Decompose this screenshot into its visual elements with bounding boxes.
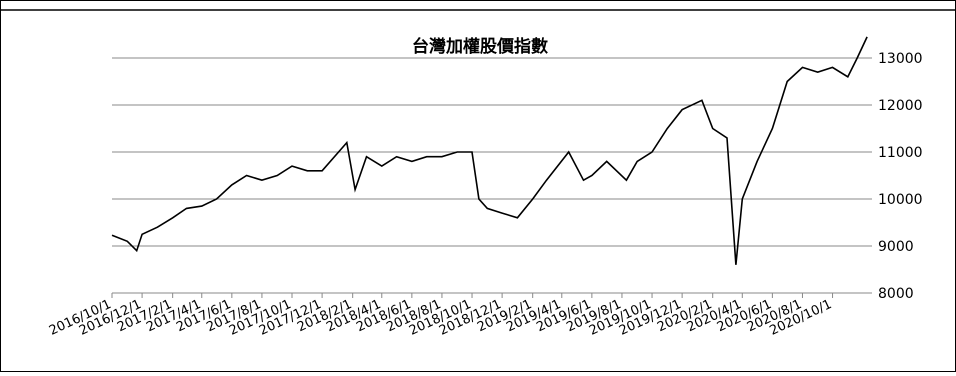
y-tick-label: 9000: [878, 239, 914, 255]
chart-title: 台灣加權股價指數: [412, 36, 548, 57]
series-line: [111, 36, 868, 265]
y-tick-label: 10000: [878, 192, 923, 208]
y-tick-label: 8000: [878, 286, 914, 302]
y-tick-label: 12000: [878, 98, 923, 114]
y-tick-label: 11000: [878, 145, 923, 161]
y-tick-label: 13000: [878, 51, 923, 67]
